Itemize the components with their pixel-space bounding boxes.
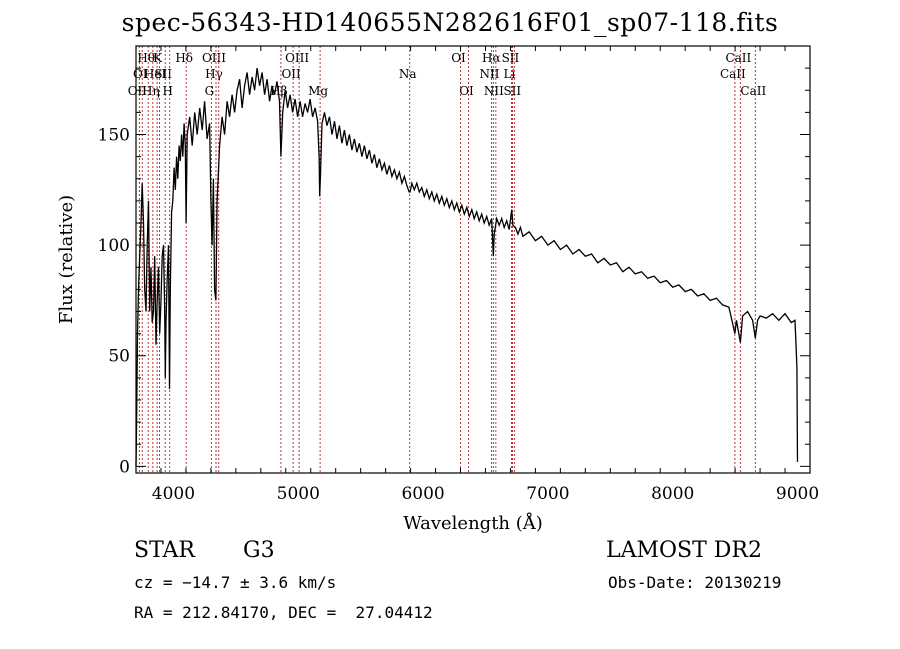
line-marker-label: OI — [451, 51, 466, 65]
line-marker-label: OI — [133, 67, 148, 81]
x-tick-label: 9000 — [776, 484, 819, 504]
line-marker-label: OIII — [285, 51, 309, 65]
x-tick-label: 6000 — [401, 484, 444, 504]
line-marker-label: NII — [479, 67, 499, 81]
line-marker-label: Hδ — [175, 51, 193, 65]
line-marker-label: K — [153, 51, 163, 65]
emission-line-markers: OIIOIHθHηHeIKSIIHHδGOIIIHγHβOIIOIIIMgNaO… — [128, 46, 766, 473]
x-tick-label: 7000 — [526, 484, 569, 504]
x-tick-label: 4000 — [152, 484, 195, 504]
line-marker-label: Mg — [308, 84, 328, 98]
ra-dec-coordinates: RA = 212.84170, DEC = 27.04412 — [134, 603, 433, 622]
spectral-class: G3 — [243, 538, 275, 563]
line-marker-label: Hα — [482, 51, 501, 65]
axis-ticks: 4000 5000 6000 7000 8000 9000 0 50 100 150 — [98, 46, 819, 504]
x-axis-label: Wavelength (Å) — [403, 512, 543, 534]
line-marker-label: Hθ — [137, 51, 155, 65]
line-marker-label: Na — [399, 67, 417, 81]
line-marker-label: G — [205, 84, 215, 98]
observation-date: Obs-Date: 20130219 — [608, 573, 782, 592]
y-axis-label: Flux (relative) — [56, 195, 77, 324]
line-marker-label: CaII — [720, 67, 746, 81]
y-tick-label: 50 — [108, 347, 130, 367]
survey-name: LAMOST DR2 — [606, 538, 762, 563]
line-marker-label: H — [162, 84, 172, 98]
plot-frame — [135, 45, 811, 474]
spectrum-line — [135, 68, 799, 467]
redshift-cz: cz = −14.7 ± 3.6 km/s — [134, 573, 337, 592]
line-marker-label: Hγ — [205, 67, 223, 81]
line-marker-label: SII — [503, 84, 521, 98]
line-marker-label: OI — [459, 84, 474, 98]
y-tick-label: 0 — [119, 457, 130, 477]
line-marker-label: HeI — [144, 67, 167, 81]
line-marker-label: OIII — [202, 51, 226, 65]
line-marker-label: SII — [502, 51, 520, 65]
x-tick-label: 5000 — [277, 484, 320, 504]
line-marker-label: Li — [504, 67, 516, 81]
object-type: STAR — [134, 538, 195, 563]
x-tick-label: 8000 — [651, 484, 694, 504]
line-marker-label: OII — [281, 67, 301, 81]
line-marker-label: NII — [484, 84, 504, 98]
y-tick-label: 150 — [98, 125, 130, 145]
line-marker-label: SII — [154, 67, 172, 81]
chart-title: spec-56343-HD140655N282616F01_sp07-118.f… — [121, 8, 779, 37]
line-marker-label: CaII — [740, 84, 766, 98]
line-marker-label: Hη — [142, 84, 160, 98]
y-tick-label: 100 — [98, 236, 130, 256]
line-marker-label: CaII — [725, 51, 751, 65]
